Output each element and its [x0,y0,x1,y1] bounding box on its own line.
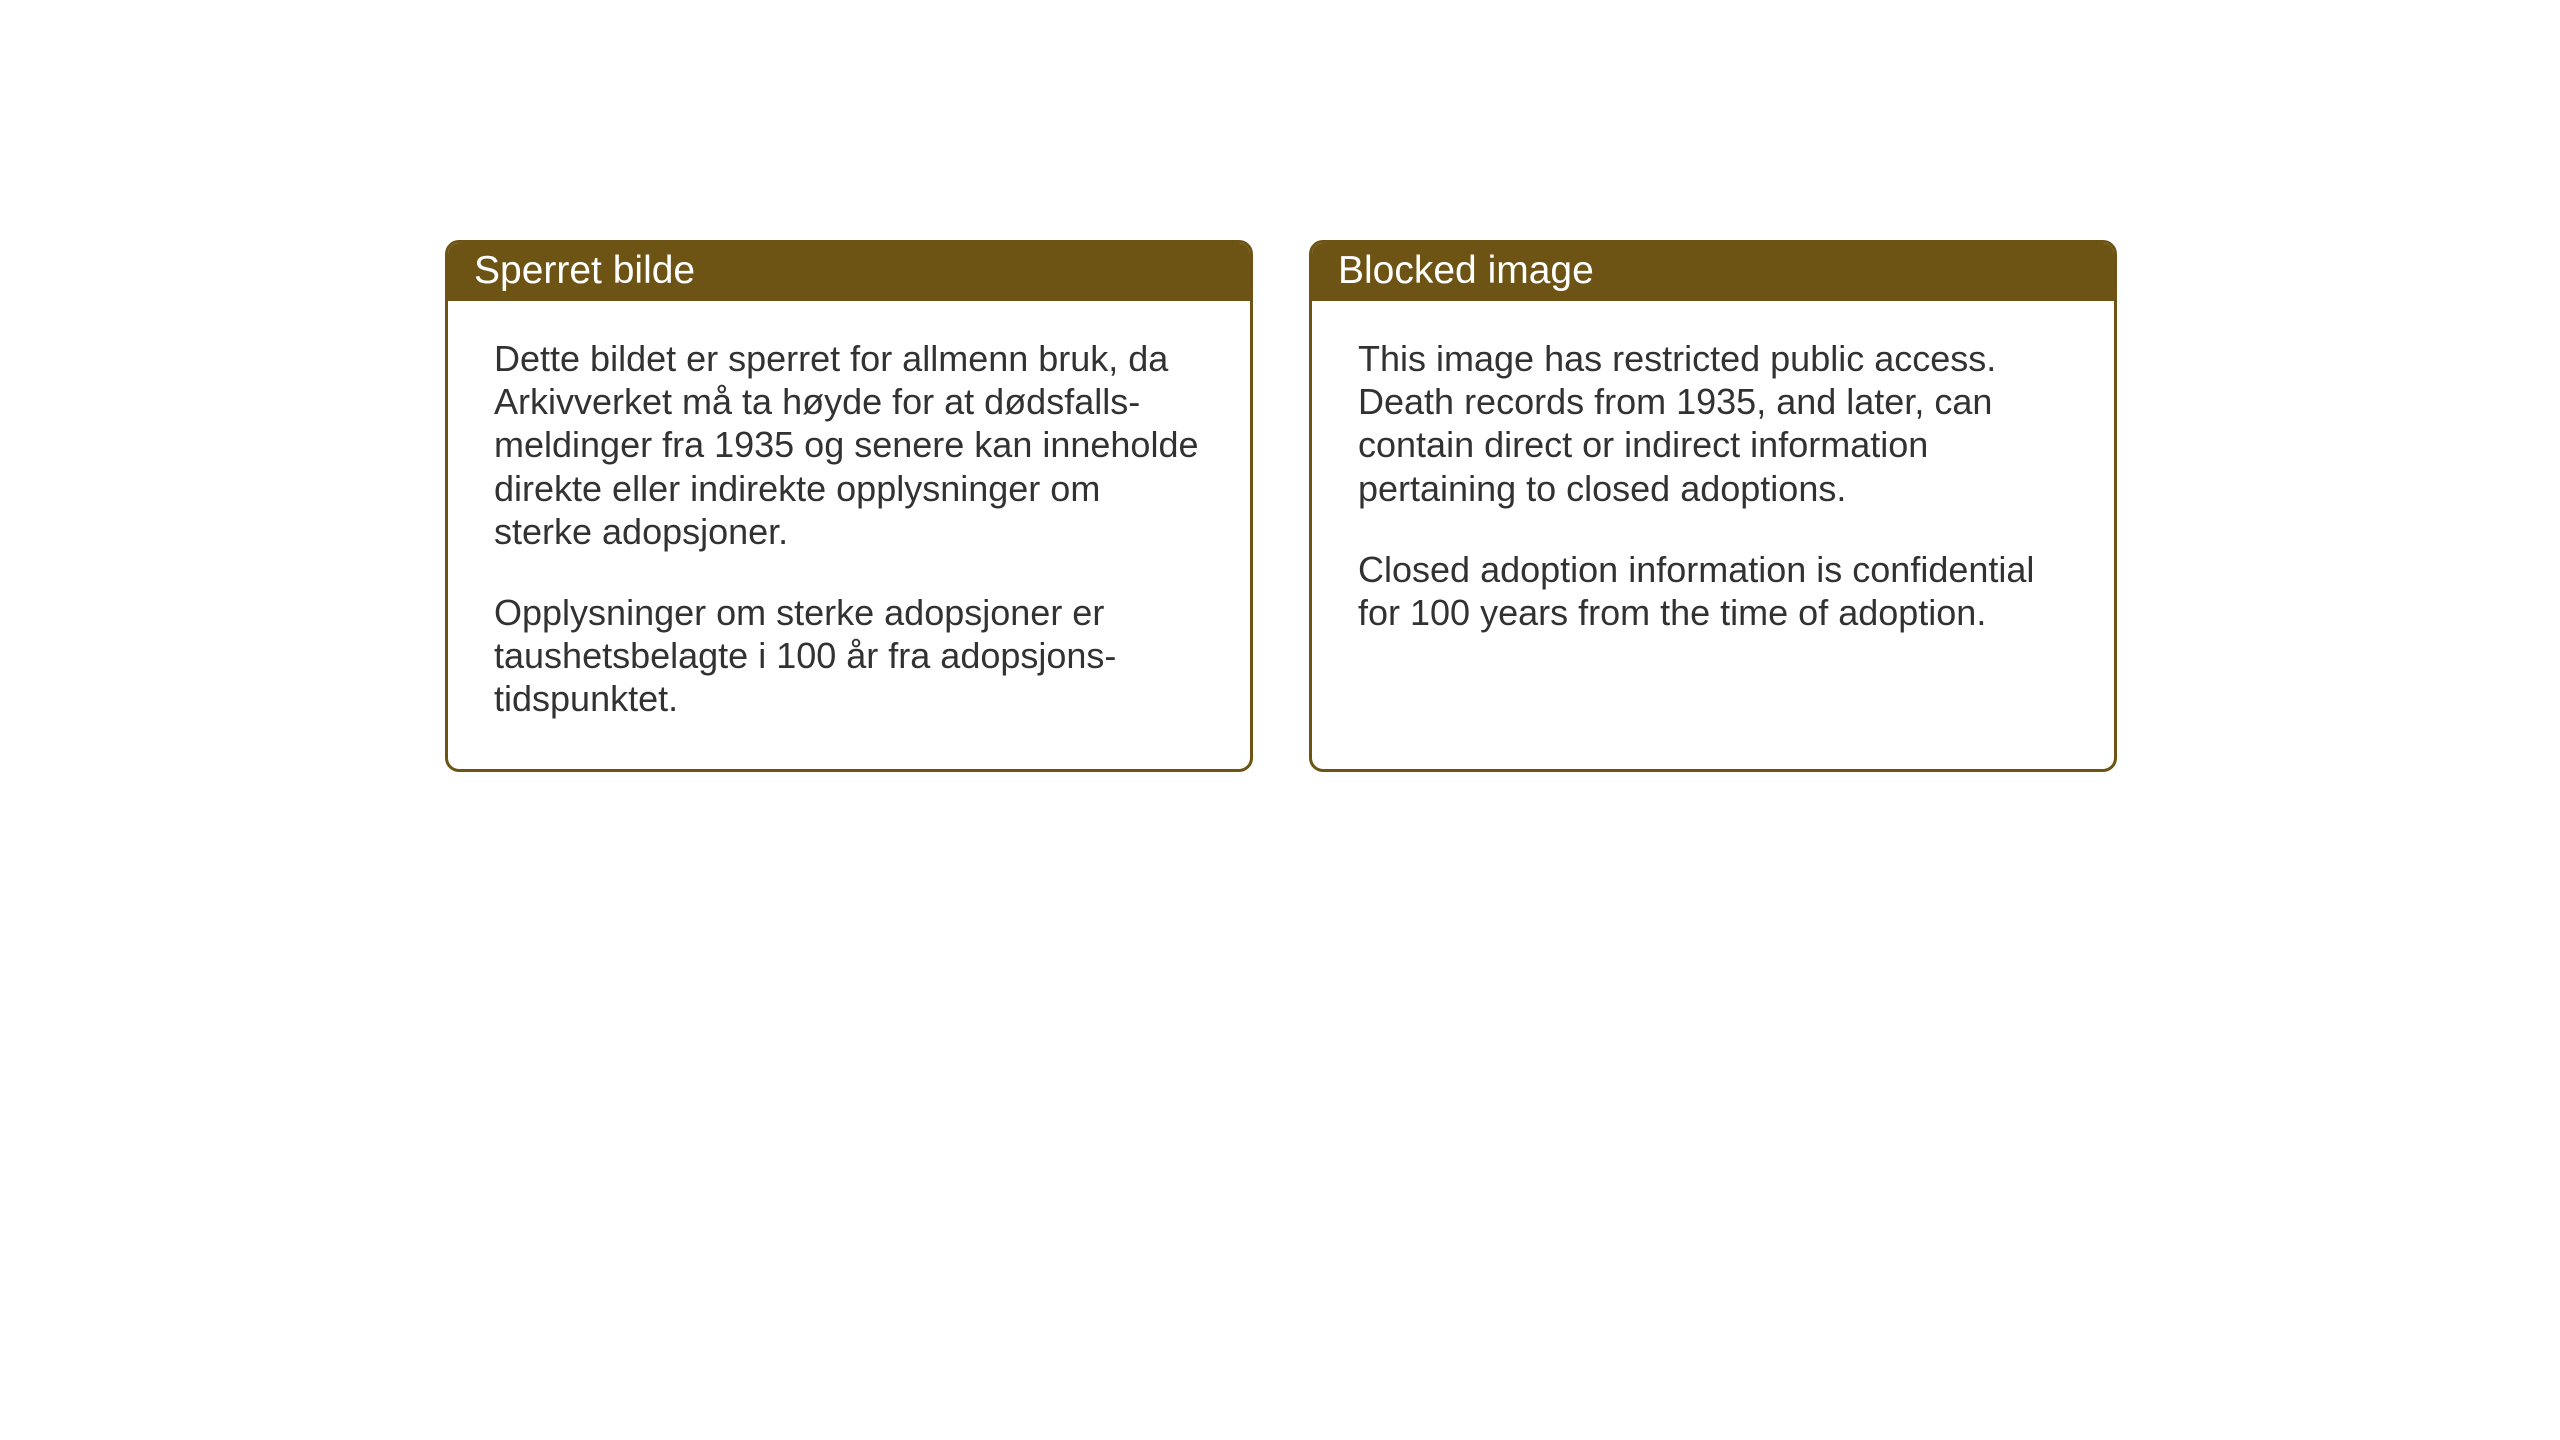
card-english-paragraph-2: Closed adoption information is confident… [1358,548,2068,634]
card-norwegian-body: Dette bildet er sperret for allmenn bruk… [448,301,1250,769]
card-english-body: This image has restricted public access.… [1312,301,2114,682]
card-english-header: Blocked image [1312,243,2114,301]
cards-container: Sperret bilde Dette bildet er sperret fo… [445,240,2117,772]
card-norwegian: Sperret bilde Dette bildet er sperret fo… [445,240,1253,772]
card-english-paragraph-1: This image has restricted public access.… [1358,337,2068,510]
card-norwegian-header: Sperret bilde [448,243,1250,301]
card-norwegian-paragraph-2: Opplysninger om sterke adopsjoner er tau… [494,591,1204,721]
card-english: Blocked image This image has restricted … [1309,240,2117,772]
card-norwegian-paragraph-1: Dette bildet er sperret for allmenn bruk… [494,337,1204,553]
